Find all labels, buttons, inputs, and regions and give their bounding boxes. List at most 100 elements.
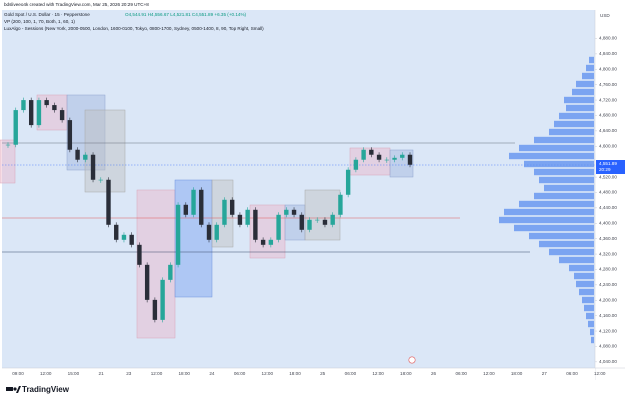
candles <box>5 97 413 323</box>
volume-bar <box>576 280 594 288</box>
candle <box>52 105 57 111</box>
candle <box>191 189 196 215</box>
x-tick-label: 06:00 <box>455 371 467 376</box>
candle <box>338 194 343 215</box>
y-tick-label: 4,160.00 <box>599 313 617 318</box>
candle <box>5 144 11 146</box>
logo <box>6 386 21 393</box>
candle <box>361 149 366 160</box>
volume-bar <box>549 128 594 136</box>
x-tick-label: 18:00 <box>289 371 301 376</box>
volume-bar <box>564 96 594 104</box>
x-tick-label: 09:00 <box>12 371 24 376</box>
volume-bar <box>582 296 594 304</box>
credit: bdsliveeo4k created with TradingView.com… <box>4 2 149 7</box>
candle <box>106 179 111 225</box>
indicator: LuxAlgo - Sessions (New York, 2000-0500,… <box>4 26 264 31</box>
x-tick-label: 15:00 <box>68 371 80 376</box>
price-tag <box>596 160 625 174</box>
chart-pane <box>2 10 595 368</box>
candle <box>98 179 103 181</box>
candle <box>214 224 219 240</box>
volume-bar <box>569 264 594 272</box>
volume-bar <box>582 72 594 80</box>
volume-bar <box>539 176 594 184</box>
y-tick-label: 4,840.00 <box>599 51 617 56</box>
candle <box>237 214 243 225</box>
event-icon <box>408 356 416 364</box>
candle <box>114 224 119 240</box>
candle <box>175 204 181 265</box>
volume-bar <box>504 208 594 216</box>
volume-bar <box>586 64 594 72</box>
candle <box>67 120 73 150</box>
candle <box>307 219 312 230</box>
candle <box>376 154 382 160</box>
x-tick-label: 06:00 <box>345 371 357 376</box>
candle <box>90 154 96 180</box>
price-axis <box>595 10 625 368</box>
x-tick-label: 18:00 <box>400 371 412 376</box>
x-tick-label: 12:00 <box>151 371 163 376</box>
volume-bar <box>514 224 594 232</box>
candle <box>206 224 212 240</box>
candle <box>299 214 304 230</box>
candle <box>268 239 274 245</box>
x-tick-label: 26 <box>431 371 437 376</box>
x-tick-label: 21 <box>99 371 105 376</box>
candle <box>253 209 258 240</box>
y-tick-label: 4,040.00 <box>599 359 617 364</box>
x-tick-label: 12:00 <box>372 371 384 376</box>
candle <box>59 110 65 121</box>
candle <box>183 204 189 215</box>
volume-bar <box>576 80 594 88</box>
candle <box>400 154 405 158</box>
candle <box>291 209 297 215</box>
candle <box>392 157 397 160</box>
volume-bar <box>509 152 594 160</box>
y-axis: 4,880.00 4,840.00 4,800.00 4,760.00 4,720.00… <box>595 36 617 364</box>
y-tick-label: 4,720.00 <box>599 97 617 102</box>
y-tick-label: 4,640.00 <box>599 128 617 133</box>
volume-bar <box>519 200 594 208</box>
candle <box>28 100 34 126</box>
candle <box>384 159 390 161</box>
y-tick-label: 4,080.00 <box>599 344 617 349</box>
candle <box>199 189 204 225</box>
candle <box>229 199 235 215</box>
volume-bar <box>554 120 594 128</box>
volume-bar <box>591 336 594 344</box>
candle <box>83 154 88 160</box>
volume-bar <box>589 56 594 64</box>
candle <box>284 209 289 215</box>
price-tag-value: 4,551.89 <box>599 161 617 166</box>
volume-bar <box>524 160 594 168</box>
candle <box>222 199 227 225</box>
candle <box>369 149 374 155</box>
candle <box>152 299 158 320</box>
candle <box>21 100 26 111</box>
candle <box>44 100 49 106</box>
volume-bar <box>534 168 594 176</box>
x-tick-label: 18:00 <box>511 371 523 376</box>
ohlc: O4,544.91 H4,556.67 L4,521.81 C4,551.89 … <box>125 12 247 17</box>
candle <box>36 100 42 126</box>
candle <box>13 110 18 145</box>
candle <box>75 149 80 160</box>
volume-bar <box>539 240 594 248</box>
volume-bar <box>590 328 594 336</box>
candle <box>245 209 250 225</box>
y-tick-label: 4,240.00 <box>599 282 617 287</box>
price-tag-countdown: 20:29 <box>599 167 611 172</box>
x-tick-label: 18:00 <box>178 371 190 376</box>
volume-bar <box>584 304 594 312</box>
indicator: VP (200, 100, 1, 70, Both, 1, 60, 1) <box>4 19 75 24</box>
currency: USD <box>600 13 610 18</box>
candle <box>160 279 165 320</box>
candle <box>322 219 328 225</box>
y-tick-label: 4,600.00 <box>599 143 617 148</box>
x-axis: 09:00 12:00 15:00 21 23 12:00 18:00 24 06:00 12:0… <box>12 371 606 376</box>
volume-bar <box>574 272 594 280</box>
candle <box>137 244 142 265</box>
